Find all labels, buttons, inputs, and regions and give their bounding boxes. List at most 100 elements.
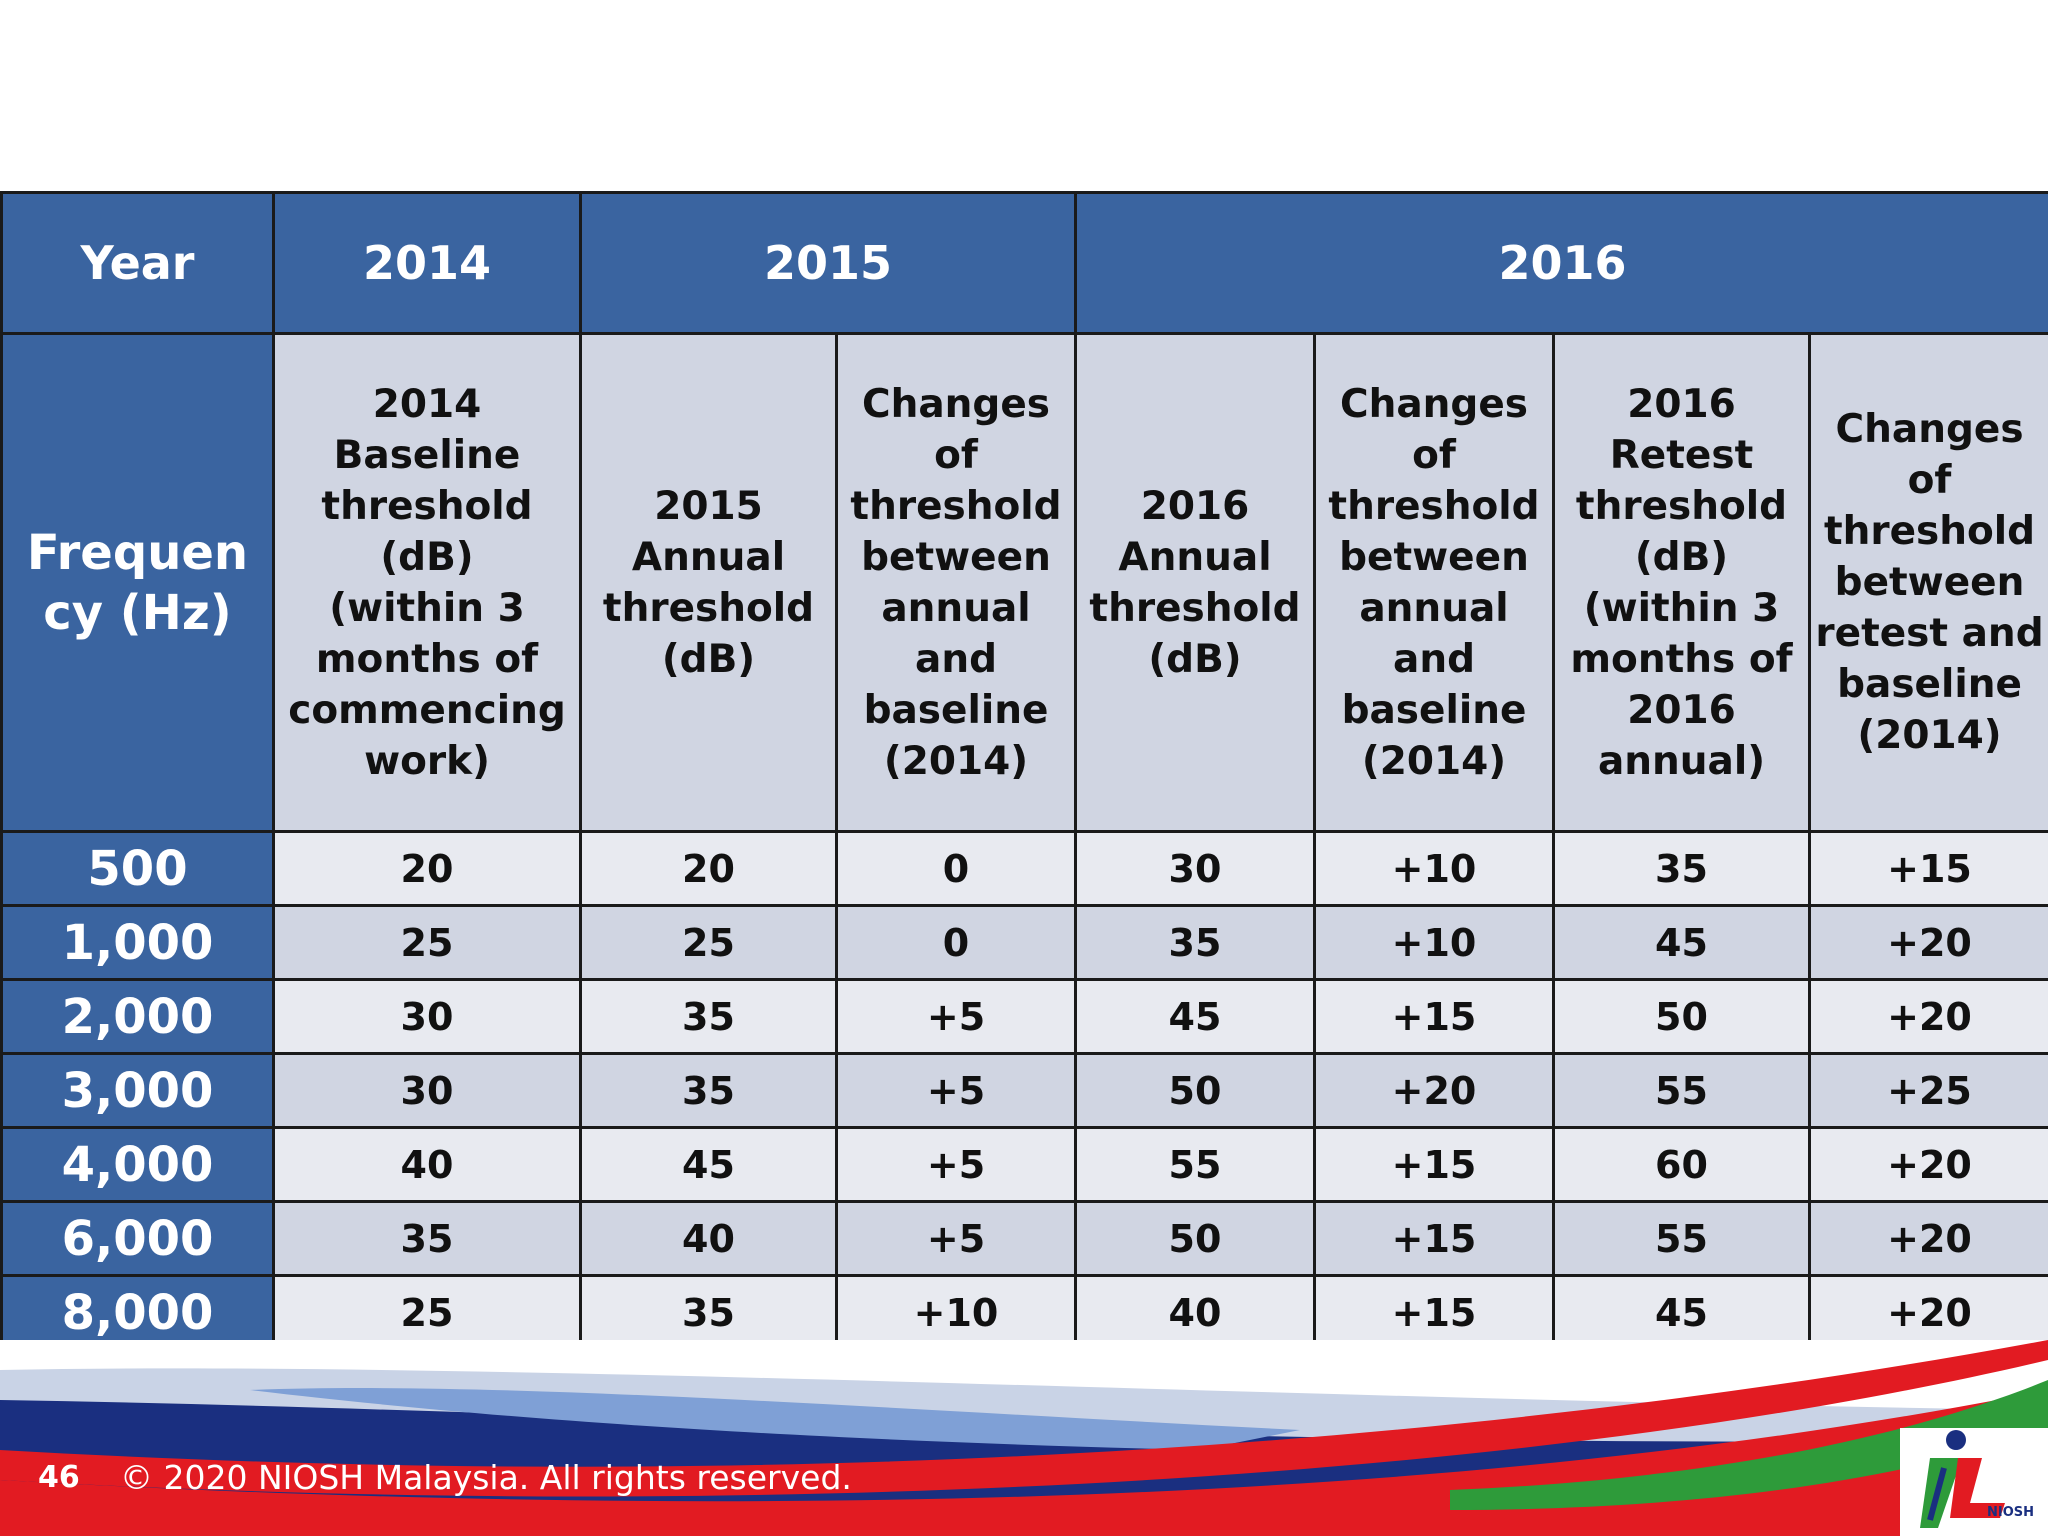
value-cell: +20 [1807,978,2048,1055]
value-cell: 20 [272,830,582,907]
header-line: months of [1570,636,1793,682]
value-cell: 35 [272,1200,582,1277]
header-line: of [1907,458,1952,503]
header-line: 2014 Baseline [333,381,521,478]
year-header-row: Year 2014 2015 2016 [0,191,2048,335]
header-line: 2016 [1140,483,1250,529]
value-cell: +15 [1807,830,2048,907]
table-row: 4,000 40 45 +5 55 +15 60 +20 [0,1126,2048,1203]
value-cell: +15 [1313,1274,1555,1351]
value-cell: +5 [835,1126,1077,1203]
header-line: threshold [602,585,815,631]
header-line: baseline [1837,662,2022,707]
frequency-cell: 4,000 [0,1126,275,1203]
value-cell: +15 [1313,978,1555,1055]
value-cell: 55 [1552,1052,1811,1129]
value-cell: +5 [835,978,1077,1055]
value-cell: 0 [835,830,1077,907]
header-line: of [1412,432,1456,478]
page-number: 46 [38,1460,80,1495]
value-cell: 20 [579,830,838,907]
value-cell: +20 [1807,1126,2048,1203]
value-cell: +20 [1807,1200,2048,1277]
value-cell: +5 [835,1052,1077,1129]
copyright-text: © 2020 NIOSH Malaysia. All rights reserv… [120,1458,852,1497]
table-body: 500 20 20 0 30 +10 35 +15 1,000 25 25 0 35 +10 45 +20 2,… [0,830,2048,1351]
header-line: (2014) [1857,713,2002,758]
table-row: 500 20 20 0 30 +10 35 +15 [0,830,2048,907]
frequency-label: Frequency (Hz) [26,524,249,641]
header-line: annual) [1597,738,1766,784]
frequency-cell: 2,000 [0,978,275,1055]
table-row: 6,000 35 40 +5 50 +15 55 +20 [0,1200,2048,1277]
value-cell: +20 [1313,1052,1555,1129]
value-cell: +15 [1313,1126,1555,1203]
header-line: between [861,534,1051,580]
header-line: threshold [1823,509,2036,554]
value-cell: +10 [835,1274,1077,1351]
value-cell: 50 [1074,1052,1316,1129]
value-cell: 45 [1552,904,1811,981]
value-cell: 30 [272,978,582,1055]
col-header-2014-baseline: 2014 Baseline threshold (dB) (within 3 month… [272,332,582,833]
value-cell: +25 [1807,1052,2048,1129]
col-header-2015-annual: 2015 Annual threshold (dB) [579,332,838,833]
header-line: threshold [321,483,533,529]
table-row: 8,000 25 35 +10 40 +15 45 +20 [0,1274,2048,1351]
header-line: threshold [1328,483,1540,529]
value-cell: 50 [1074,1200,1316,1277]
value-cell: +10 [1313,830,1555,907]
frequency-cell: 500 [0,830,275,907]
header-line: (dB) [380,534,474,580]
table-row: 3,000 30 35 +5 50 +20 55 +25 [0,1052,2048,1129]
header-line: and [1393,636,1475,682]
col-header-2016-retest: 2016 Retest threshold (dB) (within 3 months … [1552,332,1811,833]
header-line: threshold [1089,585,1301,631]
value-cell: +5 [835,1200,1077,1277]
value-cell: 30 [272,1052,582,1129]
header-line: 2016 Retest [1609,381,1754,478]
value-cell: 25 [579,904,838,981]
header-line: (2014) [883,738,1029,784]
value-cell: 55 [1074,1126,1316,1203]
header-line: (dB) [661,636,756,682]
header-line: Changes [1339,381,1529,427]
column-header-row: Frequency (Hz) 2014 Baseline threshold (dB… [0,332,2048,833]
value-cell: 35 [579,978,838,1055]
value-cell: 55 [1552,1200,1811,1277]
header-line: (2014) [1361,738,1507,784]
header-line: baseline [863,687,1049,733]
value-cell: 40 [272,1126,582,1203]
header-line: Changes [1835,407,2024,452]
value-cell: 45 [579,1126,838,1203]
value-cell: +20 [1807,904,2048,981]
value-cell: 35 [1552,830,1811,907]
value-cell: 40 [579,1200,838,1277]
header-line: threshold [850,483,1062,529]
header-line: baseline [1341,687,1527,733]
year-2015: 2015 [579,191,1077,335]
col-header-2016-changes: Changes of threshold between annual and baseli… [1313,332,1555,833]
header-line: between [1339,534,1529,580]
value-cell: 0 [835,904,1077,981]
value-cell: 30 [1074,830,1316,907]
header-line: 2016 [1627,687,1736,733]
value-cell: 45 [1074,978,1316,1055]
header-line: Annual [1118,534,1272,580]
header-line: Annual [631,534,786,580]
header-line: threshold [1575,483,1788,529]
frequency-cell: 1,000 [0,904,275,981]
header-line: (dB) [1634,534,1729,580]
niosh-logo [1900,1428,2048,1536]
header-line: (within 3 [1583,585,1780,631]
year-2016: 2016 [1073,191,2048,335]
header-line: annual [881,585,1031,631]
value-cell: 45 [1552,1274,1811,1351]
table-row: 2,000 30 35 +5 45 +15 50 +20 [0,978,2048,1055]
header-line: (within 3 [329,585,525,631]
header-line: work) [364,738,490,784]
header-line: and [915,636,997,682]
value-cell: 25 [272,1274,582,1351]
header-line: between [1834,560,2025,605]
col-header-2016-annual: 2016 Annual threshold (dB) [1074,332,1316,833]
